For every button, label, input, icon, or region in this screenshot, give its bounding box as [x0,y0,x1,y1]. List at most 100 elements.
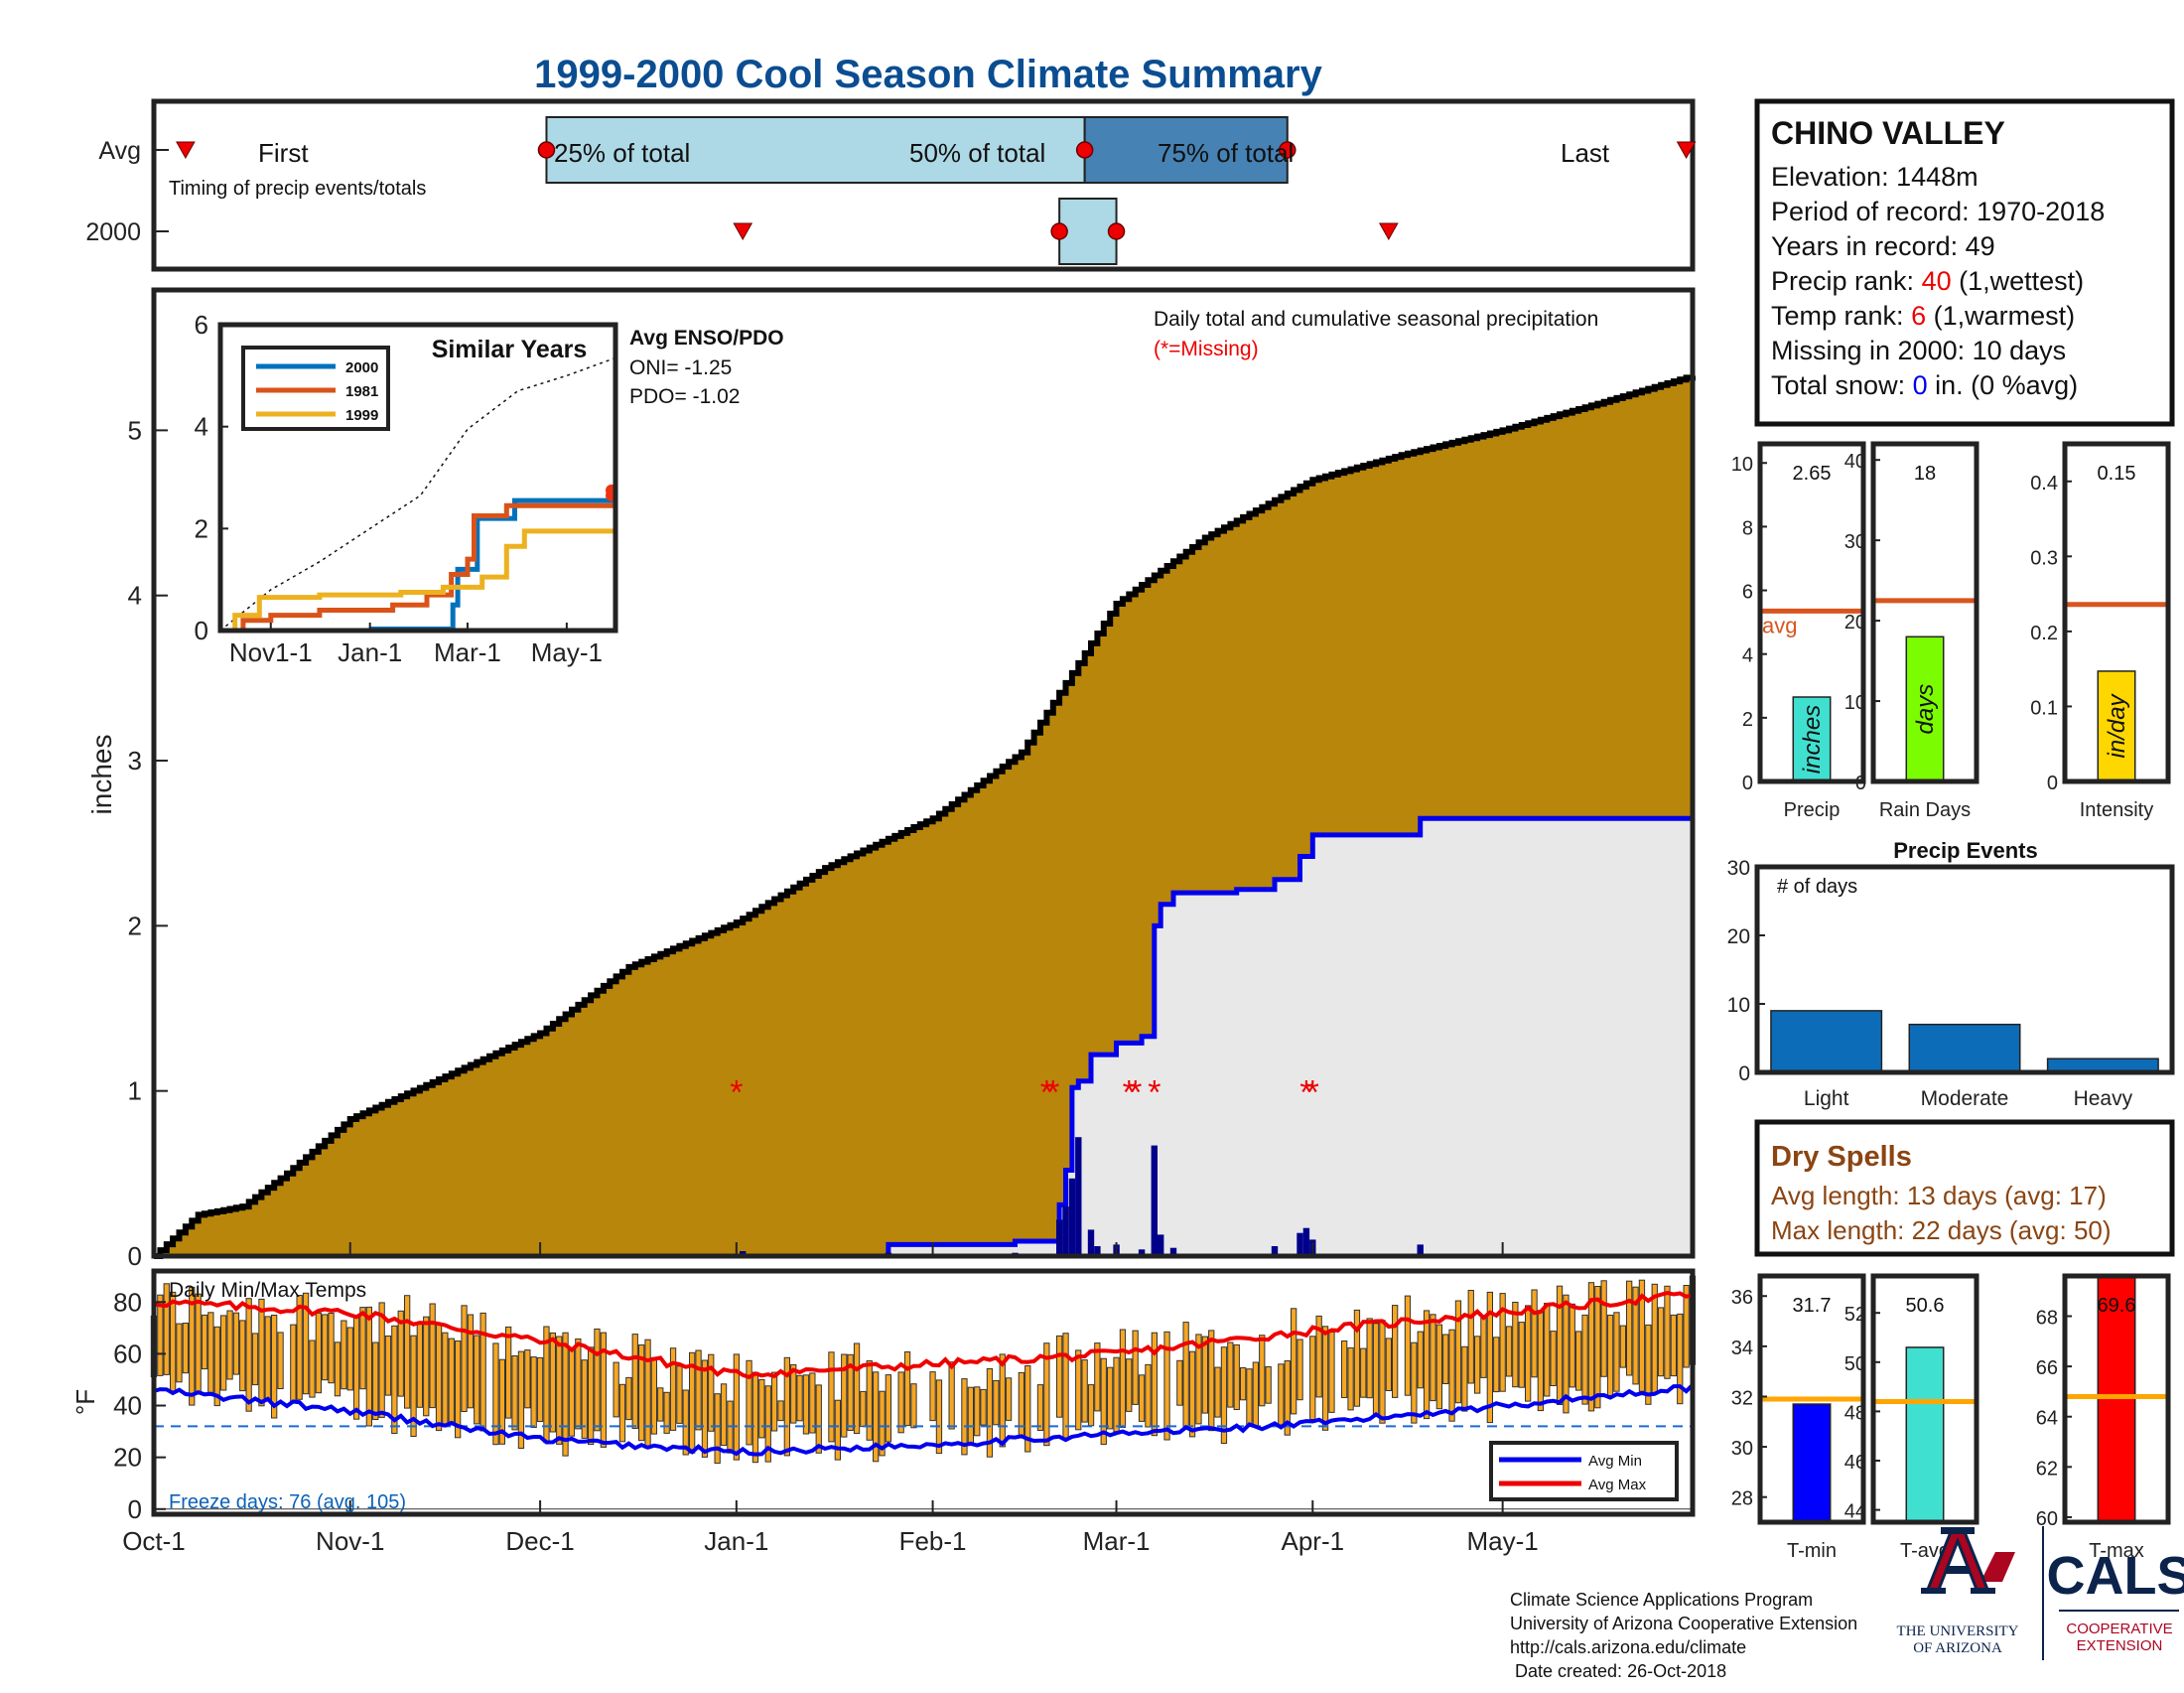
daily-temp-bar [949,1362,954,1429]
precip-mini-y-tick-label: 0.2 [2030,623,2058,644]
temp-mini-value-text: 69.6 [2098,1295,2136,1317]
dry-spells-max: Max length: 22 days (avg: 50) [1771,1215,2112,1245]
daily-temp-bar [1665,1286,1670,1378]
daily-temp-bar [1526,1306,1531,1401]
x-tick-label: Apr-1 [1281,1526,1344,1556]
station-line-precip-rank: Precip rank: 40 (1,wettest) [1771,266,2084,296]
daily-temp-bar [968,1387,973,1445]
daily-temp-bar [310,1340,315,1397]
enso-pdo: PDO= -1.02 [629,385,740,408]
daily-temp-bar [1146,1364,1151,1427]
temp-mini-y-tick-label: 60 [2036,1508,2058,1530]
daily-temp-bar [512,1356,517,1430]
precip-mini-y-tick-label: 0 [1742,773,1753,794]
y2000-p25-marker [1051,223,1067,239]
daily-temp-bar [183,1324,188,1373]
daily-temp-bar [1063,1334,1068,1440]
precip-y-label: inches [86,735,117,815]
daily-temp-bar [1475,1337,1480,1393]
precip-mini-y-tick-label: 0.1 [2030,697,2058,719]
daily-temp-bar [1000,1354,1005,1447]
daily-temp-bar [803,1375,808,1434]
missing-day-marker: * [730,1074,743,1112]
inset-y-tick-label: 2 [195,513,208,543]
daily-temp-bar [835,1400,840,1460]
precip-mini-y-tick-label: 8 [1742,517,1753,539]
daily-temp-bar [246,1299,251,1412]
precip-mini-value-text: 2.65 [1793,463,1832,485]
daily-precip-bar [1088,1229,1094,1256]
daily-temp-bar [1234,1344,1239,1409]
daily-temp-bar [449,1339,454,1425]
temp-label: Daily Min/Max Temps [169,1279,366,1302]
daily-temp-bar [1443,1335,1448,1384]
daily-temp-bar [1614,1313,1619,1391]
daily-temp-bar [1576,1332,1581,1390]
temp-value-bar [1793,1404,1830,1522]
precip-mini-label: Precip [1784,799,1841,821]
daily-temp-bar [1139,1375,1144,1422]
daily-temp-bar [291,1325,296,1401]
daily-precip-bar [1075,1137,1081,1256]
daily-temp-bar [936,1380,941,1454]
daily-temp-bar [797,1375,802,1421]
legend-label-1981: 1981 [345,383,378,400]
daily-temp-bar [1361,1348,1366,1397]
daily-temp-bar [233,1313,238,1374]
precip-mini-y-tick-label: 6 [1742,582,1753,604]
timing-row-2000: 2000 [85,218,141,246]
daily-temp-bar [480,1313,485,1431]
x-tick-label: Jan-1 [704,1526,768,1556]
daily-temp-bar [651,1357,656,1434]
precip-y-tick-label: 4 [128,581,142,611]
station-info-box: CHINO VALLEY Elevation: 1448m Period of … [1757,101,2172,424]
daily-temp-bar [1658,1308,1663,1376]
temp-mini-y-tick-label: 46 [1844,1452,1866,1474]
daily-temp-bar [1393,1306,1398,1398]
daily-temp-bar [366,1307,371,1426]
daily-temp-bar [417,1324,422,1407]
daily-temp-bar [1418,1332,1423,1388]
daily-temp-bar [645,1340,650,1448]
daily-temp-bar [550,1333,555,1432]
event-y-tick-label: 20 [1727,925,1750,948]
x-tick-label: Dec-1 [505,1526,574,1556]
precip-y-tick-label: 2 [128,911,142,940]
timing-p25-label: 25% of total [554,138,690,168]
daily-temp-bar [196,1294,201,1394]
daily-temp-bar [323,1315,328,1380]
precip-mini-y-tick-label: 4 [1742,645,1753,667]
daily-temp-bar [1519,1323,1524,1388]
daily-temp-bar [208,1313,213,1393]
x-tick-label: Mar-1 [1083,1526,1151,1556]
daily-temp-bar [1545,1304,1550,1397]
daily-temp-bar [1386,1339,1391,1391]
missing-day-marker: * [1148,1074,1160,1112]
precip-events-title: Precip Events [1893,838,2038,863]
station-name: CHINO VALLEY [1771,115,2005,151]
inset-x-tick-label: Mar-1 [434,637,501,667]
avg-p25-marker [538,142,554,158]
timing-p75-label: 75% of total [1158,138,1294,168]
daily-temp-bar [221,1316,226,1390]
daily-temp-bar [405,1296,410,1408]
daily-temp-bar [1449,1330,1454,1421]
daily-temp-bar [861,1391,866,1426]
precip-mini-value-text: 0.15 [2098,463,2136,485]
daily-temp-bar [468,1315,473,1408]
daily-temp-bar [506,1327,511,1418]
event-bar-light [1771,1011,1881,1072]
daily-temp-bar [177,1324,182,1382]
inset-legend: 2000 1981 1999 [243,348,388,429]
temp-mini-y-tick-label: 50 [1844,1353,1866,1375]
precip-mini-label: Intensity [2080,799,2153,821]
precip-mini-y-tick-label: 10 [1731,454,1753,476]
daily-temp-bar [525,1350,530,1408]
freeze-days-text: Freeze days: 76 (avg. 105) [169,1491,406,1513]
daily-temp-bar [424,1317,429,1416]
daily-temp-bar [1279,1364,1284,1425]
x-tick-label: Feb-1 [899,1526,967,1556]
daily-temp-bar [1494,1338,1499,1392]
daily-temp-bar [1114,1357,1119,1432]
